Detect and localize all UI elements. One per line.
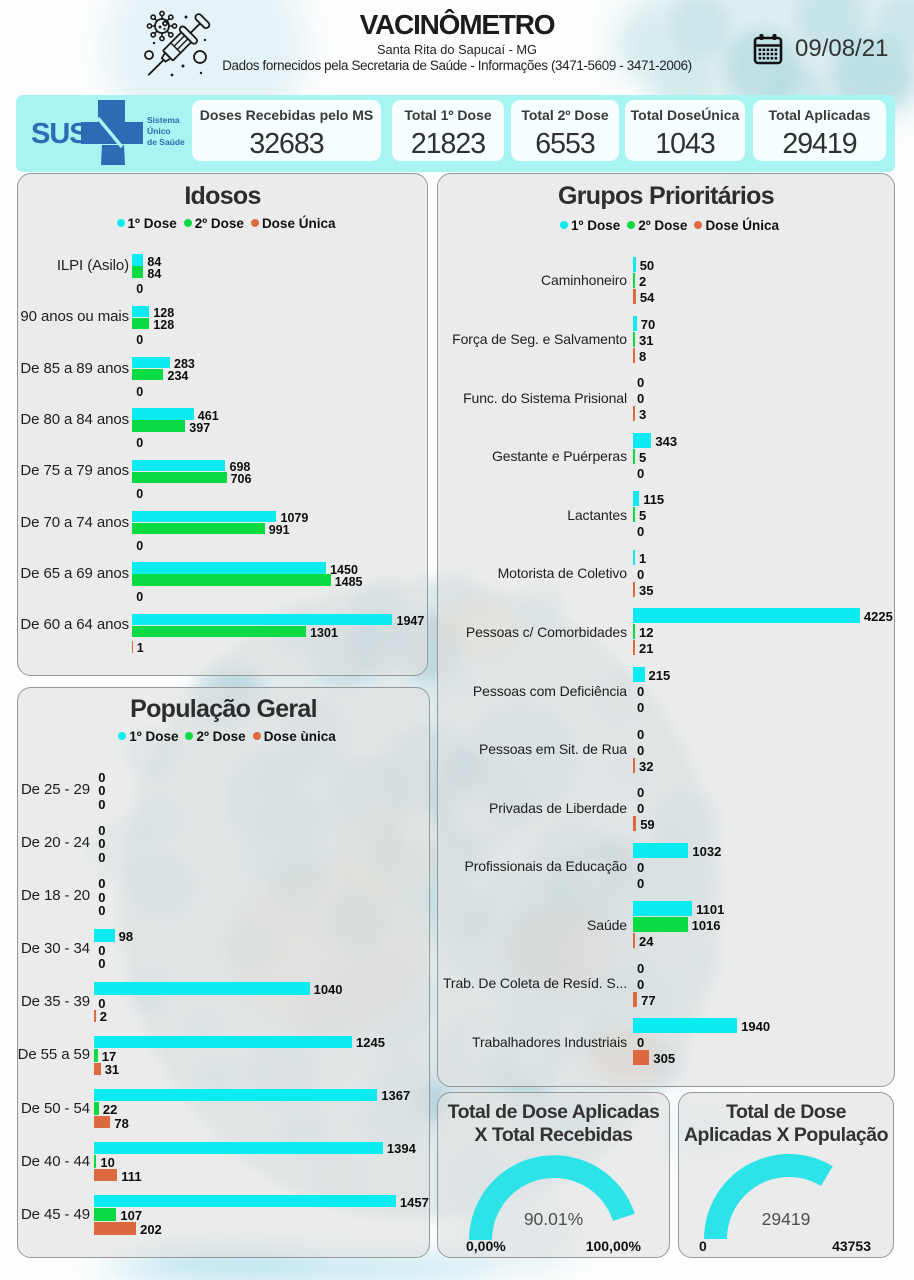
svg-text:SUS: SUS xyxy=(31,118,88,150)
svg-text:de Saúde: de Saúde xyxy=(147,137,185,147)
svg-text:Único: Único xyxy=(147,125,171,136)
svg-text:Sistema: Sistema xyxy=(147,115,180,125)
